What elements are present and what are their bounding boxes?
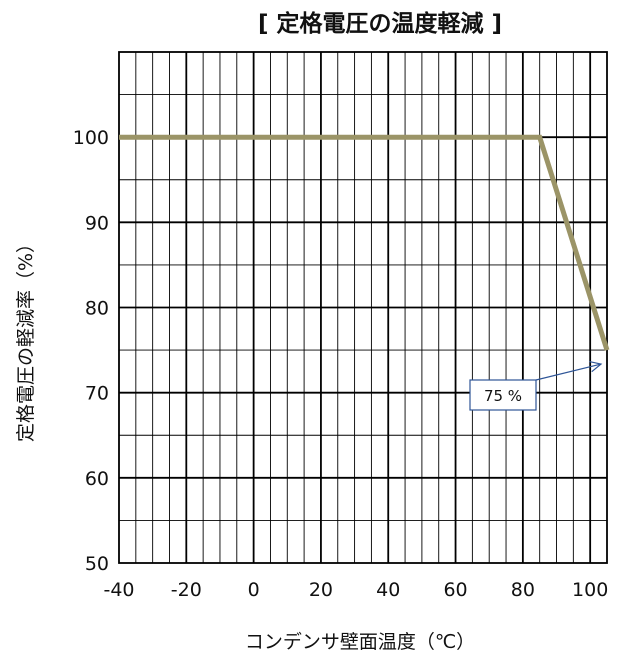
x-tick-label: 0	[248, 579, 260, 601]
y-tick-label: 70	[85, 383, 109, 405]
x-tick-label: 80	[511, 579, 535, 601]
x-axis-label: コンデンサ壁面温度（℃）	[245, 631, 475, 653]
plot-frame	[118, 51, 608, 564]
y-axis-label: 定格電圧の軽減率（%）	[15, 234, 37, 442]
series-layer	[119, 134, 610, 351]
y-tick-label: 80	[85, 298, 109, 320]
annotation-label: 75 %	[484, 387, 522, 405]
y-tick-label: 90	[85, 212, 109, 234]
x-tick-label: -20	[171, 579, 202, 601]
major-grid	[118, 51, 608, 564]
x-tick-label: 40	[376, 579, 400, 601]
x-tick-label: 100	[572, 579, 608, 601]
annotation-arrow	[535, 363, 602, 381]
annotation-box	[469, 379, 537, 411]
y-tick-label: 100	[73, 127, 109, 149]
x-tick-label: 20	[309, 579, 333, 601]
x-tick-label: 60	[443, 579, 467, 601]
annotation-layer: 75 %	[469, 360, 603, 411]
x-tick-label: -40	[103, 579, 134, 601]
derating-line	[119, 134, 610, 351]
x-tick-labels: -40 -20 0 20 40 60 80 100	[103, 579, 608, 601]
y-tick-label: 50	[85, 553, 109, 575]
chart-title: [ 定格電圧の温度軽減 ]	[258, 10, 502, 37]
y-tick-labels: 50 60 70 80 90 100	[73, 127, 109, 575]
annotation-arrowhead	[589, 360, 603, 373]
y-tick-label: 60	[85, 468, 109, 490]
